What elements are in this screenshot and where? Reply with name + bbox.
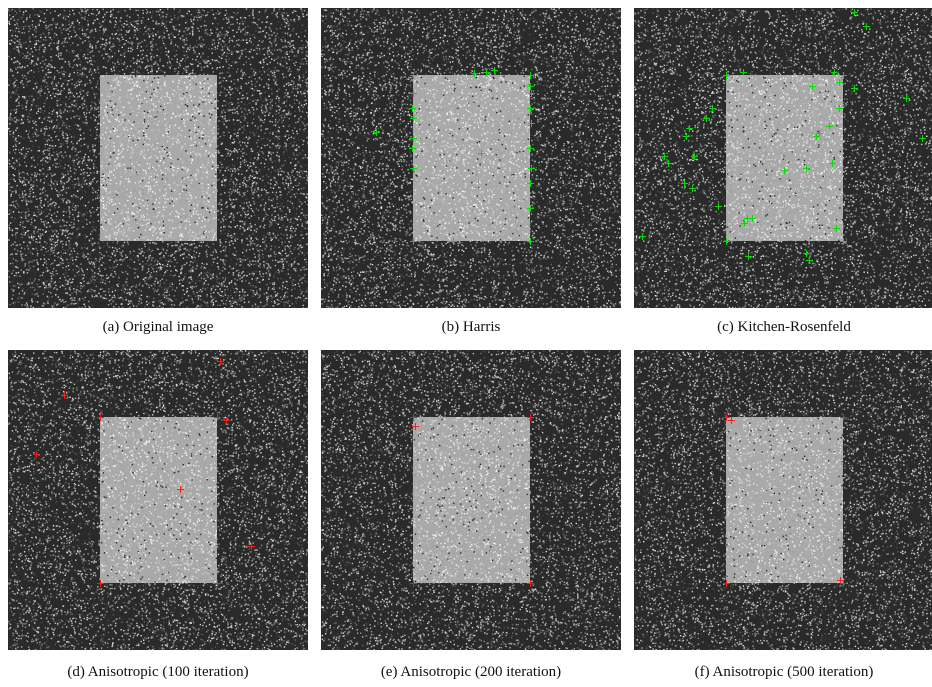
bright-rectangle xyxy=(100,417,217,583)
corner-marker xyxy=(851,85,858,92)
corner-marker xyxy=(665,160,672,167)
panel-harris xyxy=(321,8,621,308)
corner-marker xyxy=(715,203,722,210)
noise-texture xyxy=(100,417,217,583)
bright-rectangle xyxy=(100,75,217,241)
panel-anisotropic-200 xyxy=(321,350,621,650)
corner-marker xyxy=(806,257,813,264)
corner-marker xyxy=(661,153,668,160)
bright-rectangle xyxy=(413,417,530,583)
corner-marker xyxy=(919,135,926,142)
corner-marker xyxy=(223,417,230,424)
noise-texture xyxy=(726,75,843,241)
caption-a: (a) Original image xyxy=(8,318,308,336)
caption-c: (c) Kitchen-Rosenfeld xyxy=(634,318,932,336)
corner-marker xyxy=(803,250,810,257)
bright-rectangle xyxy=(726,417,843,583)
corner-marker xyxy=(903,95,910,102)
corner-marker xyxy=(863,23,870,30)
corner-marker xyxy=(491,67,498,74)
noise-texture xyxy=(413,75,530,241)
corner-marker xyxy=(61,392,68,399)
corner-marker xyxy=(248,543,255,550)
panel-original-image xyxy=(8,8,308,308)
caption-d: (d) Anisotropic (100 iteration) xyxy=(8,663,308,681)
caption-f: (f) Anisotropic (500 iteration) xyxy=(634,663,932,681)
corner-marker xyxy=(745,253,752,260)
bright-rectangle xyxy=(726,75,843,241)
corner-marker xyxy=(33,451,40,458)
corner-marker xyxy=(686,125,693,132)
caption-e: (e) Anisotropic (200 iteration) xyxy=(321,663,621,681)
corner-marker xyxy=(689,185,696,192)
corner-marker xyxy=(683,133,690,140)
corner-marker xyxy=(639,233,646,240)
panel-anisotropic-500 xyxy=(634,350,932,650)
corner-marker xyxy=(373,129,380,136)
noise-texture xyxy=(100,75,217,241)
noise-texture xyxy=(726,417,843,583)
panel-anisotropic-100 xyxy=(8,350,308,650)
corner-marker xyxy=(851,9,858,16)
bright-rectangle xyxy=(413,75,530,241)
caption-b: (b) Harris xyxy=(321,318,621,336)
corner-marker xyxy=(681,180,688,187)
corner-marker xyxy=(217,358,224,365)
panel-kitchen-rosenfeld xyxy=(634,8,932,308)
corner-marker xyxy=(709,105,716,112)
corner-marker xyxy=(691,153,698,160)
noise-texture xyxy=(413,417,530,583)
corner-marker xyxy=(703,115,710,122)
